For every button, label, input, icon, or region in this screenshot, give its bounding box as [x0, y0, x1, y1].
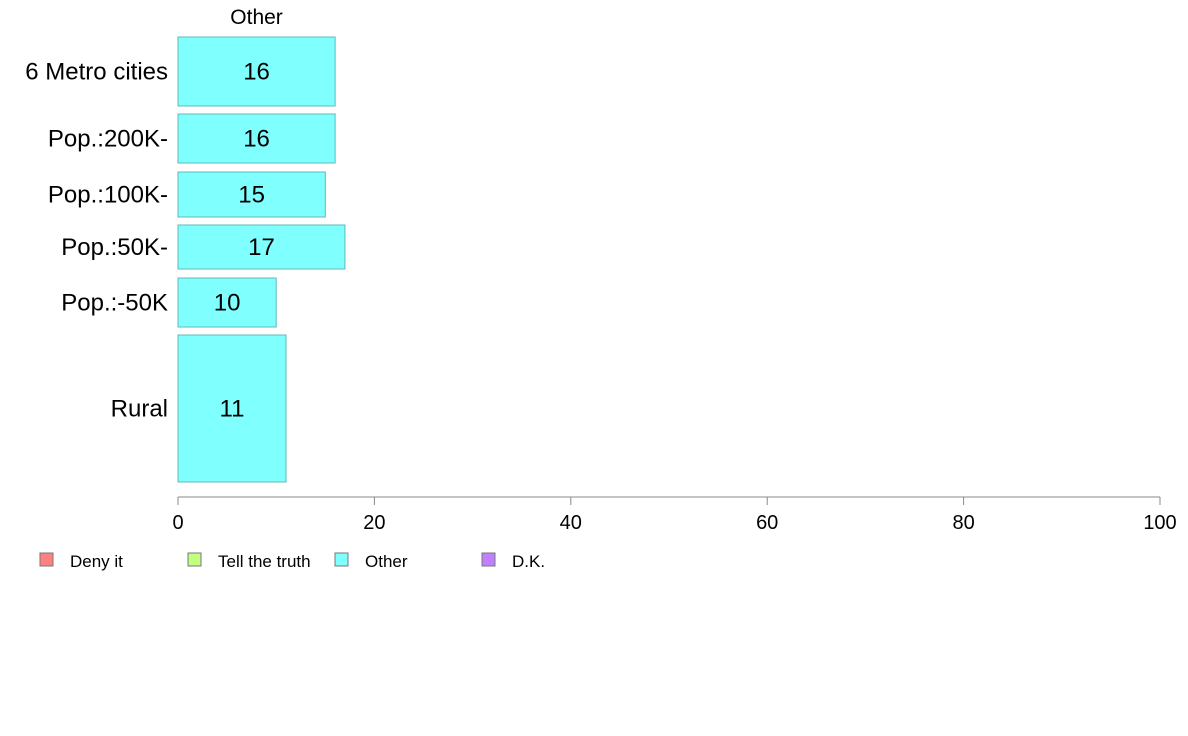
legend-label: Deny it — [70, 552, 123, 571]
category-label: Rural — [111, 396, 168, 423]
x-tick-label: 100 — [1143, 512, 1176, 534]
category-label: Pop.:50K- — [61, 234, 168, 261]
data-label: 11 — [220, 396, 245, 423]
x-axis: 0 20 40 60 80 100 — [172, 496, 1177, 534]
category-label: Pop.:-50K — [61, 290, 168, 317]
legend-swatch — [39, 552, 54, 567]
data-label: 16 — [243, 126, 270, 153]
legend-label: D.K. — [512, 552, 545, 571]
category-label: Pop.:100K- — [48, 182, 168, 209]
category-label: Pop.:200K- — [48, 126, 168, 153]
legend-swatch — [334, 552, 349, 567]
legend-label: Other — [365, 552, 408, 571]
x-tick-label: 80 — [952, 512, 974, 534]
data-label: 10 — [214, 290, 241, 317]
bar — [177, 36, 336, 107]
category-label: 6 Metro cities — [25, 59, 168, 86]
bar — [177, 171, 326, 218]
panel-title: Other — [230, 6, 283, 29]
x-tick-label: 60 — [756, 512, 778, 534]
legend: Deny it Tell the truth Other D.K. — [39, 552, 545, 571]
value-labels: 16 16 15 17 10 11 — [214, 59, 275, 423]
bar — [177, 277, 277, 328]
data-label: 15 — [238, 182, 265, 209]
legend-swatch — [481, 552, 496, 567]
legend-label: Tell the truth — [218, 552, 311, 571]
x-tick-label: 40 — [560, 512, 582, 534]
bars-group — [177, 36, 346, 483]
bar — [177, 113, 336, 164]
x-tick-label: 20 — [363, 512, 385, 534]
legend-swatch — [187, 552, 202, 567]
data-label: 17 — [248, 234, 275, 261]
category-labels: 6 Metro cities Pop.:200K- Pop.:100K- Pop.:5… — [25, 59, 168, 423]
bar — [177, 224, 346, 270]
x-tick-label: 0 — [172, 512, 183, 534]
data-label: 16 — [243, 59, 270, 86]
bar — [177, 334, 287, 483]
